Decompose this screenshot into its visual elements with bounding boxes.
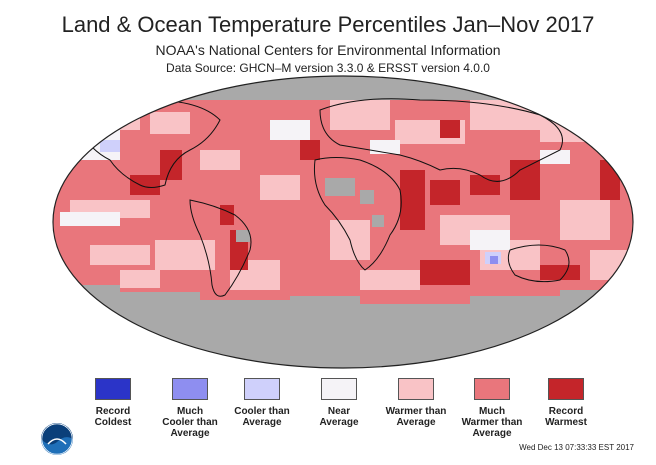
legend-label: Much Warmer than Average bbox=[461, 406, 523, 439]
timestamp: Wed Dec 13 07:33:33 EST 2017 bbox=[519, 443, 634, 452]
legend-item-record-warmest: Record Warmest bbox=[526, 378, 606, 428]
legend-item-cooler: Cooler than Average bbox=[222, 378, 302, 428]
legend-item-much-cooler: Much Cooler than Average bbox=[150, 378, 230, 439]
globe-outline bbox=[52, 75, 634, 369]
map-much-cooler-patches bbox=[490, 256, 498, 264]
legend-label: Warmer than Average bbox=[385, 406, 447, 428]
legend-swatch bbox=[321, 378, 357, 400]
map-south-polar-nodata bbox=[53, 285, 633, 368]
legend-label: Cooler than Average bbox=[234, 406, 290, 428]
legend-swatch bbox=[95, 378, 131, 400]
legend-label: Record Coldest bbox=[94, 406, 132, 428]
map-title: Land & Ocean Temperature Percentiles Jan… bbox=[61, 12, 595, 37]
legend-item-record-coldest: Record Coldest bbox=[73, 378, 153, 428]
legend-swatch bbox=[474, 378, 510, 400]
legend-item-much-warmer: Much Warmer than Average bbox=[452, 378, 532, 439]
data-source: Data Source: GHCN–M version 3.3.0 & ERSS… bbox=[166, 61, 490, 75]
legend-swatch bbox=[244, 378, 280, 400]
legend-label: Record Warmest bbox=[545, 406, 587, 428]
legend-swatch bbox=[398, 378, 434, 400]
legend-item-warmer: Warmer than Average bbox=[376, 378, 456, 428]
legend-label: Near Average bbox=[319, 406, 359, 428]
map-subtitle: NOAA's National Centers for Environmenta… bbox=[155, 42, 501, 58]
legend-swatch bbox=[172, 378, 208, 400]
legend-label: Much Cooler than Average bbox=[162, 406, 218, 439]
legend-swatch bbox=[548, 378, 584, 400]
noaa-logo-icon bbox=[41, 423, 73, 455]
legend-item-near-average: Near Average bbox=[299, 378, 379, 428]
map-no-data-patches bbox=[236, 178, 384, 242]
map-north-polar-nodata bbox=[53, 76, 633, 100]
